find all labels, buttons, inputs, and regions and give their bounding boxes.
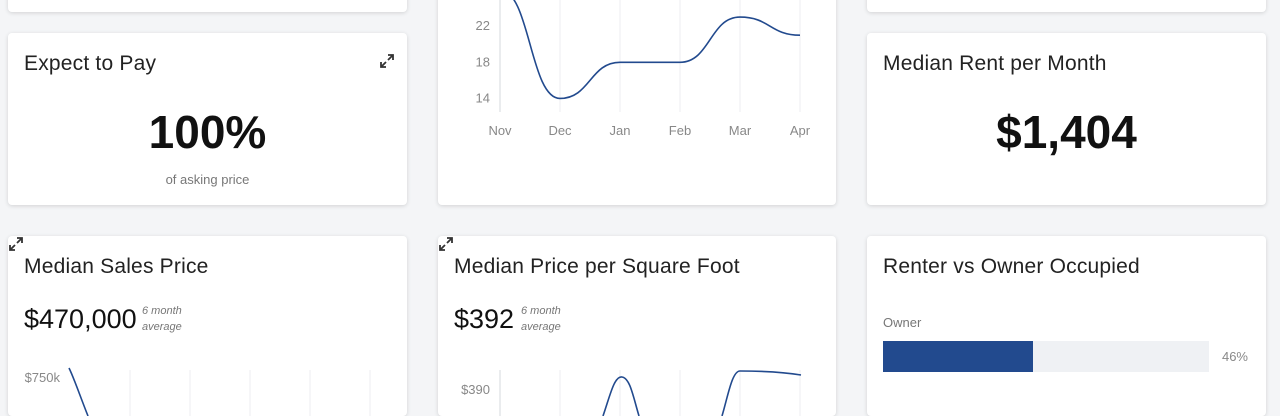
- average-note: 6 month average: [521, 303, 561, 335]
- owner-bar-track: [883, 341, 1209, 372]
- card-title: Median Sales Price: [24, 255, 209, 279]
- owner-percentage: 46%: [1222, 349, 1248, 364]
- card-title: Renter vs Owner Occupied: [883, 255, 1140, 279]
- median-price-sqft-average: $392: [454, 304, 514, 335]
- series-line: [722, 371, 801, 416]
- owner-bar-fill: [883, 341, 1033, 372]
- card-title: Expect to Pay: [24, 52, 156, 76]
- x-tick-label: Apr: [790, 123, 811, 138]
- renter-vs-owner-card: Renter vs Owner Occupied Owner 46%: [867, 236, 1266, 416]
- monthly-trend-chart: 14 18 22 Nov Dec Jan Feb Mar Apr: [438, 0, 836, 205]
- x-tick-label: Mar: [729, 123, 752, 138]
- x-tick-label: Dec: [548, 123, 572, 138]
- expand-icon[interactable]: [379, 53, 395, 69]
- expect-to-pay-caption: of asking price: [8, 172, 407, 187]
- expand-icon[interactable]: [438, 236, 454, 252]
- y-tick-label: 18: [476, 54, 490, 69]
- top-left-card-partial: [8, 0, 407, 12]
- series-line: [69, 368, 88, 416]
- monthly-trend-chart-card: 14 18 22 Nov Dec Jan Feb Mar Apr: [438, 0, 836, 205]
- median-rent-value: $1,404: [867, 105, 1266, 159]
- top-right-card-partial: [867, 0, 1266, 12]
- median-rent-card: Median Rent per Month $1,404: [867, 33, 1266, 205]
- y-tick-label: 22: [476, 18, 490, 33]
- x-tick-label: Feb: [669, 123, 691, 138]
- x-tick-label: Nov: [488, 123, 512, 138]
- expand-icon[interactable]: [8, 236, 24, 252]
- median-price-sqft-card: $390 Median Price per Square Foot $392 6…: [438, 236, 836, 416]
- card-title: Median Price per Square Foot: [454, 255, 740, 279]
- average-note: 6 month average: [142, 303, 182, 335]
- median-sales-price-card: $750k Median Sales Price $470,000 6 mont…: [8, 236, 407, 416]
- series-line: [603, 377, 639, 416]
- x-tick-label: Jan: [610, 123, 631, 138]
- median-sales-price-average: $470,000: [24, 304, 137, 335]
- y-tick-label: $750k: [25, 370, 61, 385]
- card-title: Median Rent per Month: [883, 52, 1107, 76]
- owner-label: Owner: [883, 315, 921, 330]
- expect-to-pay-value: 100%: [8, 105, 407, 159]
- y-tick-label: $390: [461, 382, 490, 397]
- y-tick-label: 14: [476, 90, 490, 105]
- series-line: [500, 0, 800, 98]
- expect-to-pay-card: Expect to Pay 100% of asking price: [8, 33, 407, 205]
